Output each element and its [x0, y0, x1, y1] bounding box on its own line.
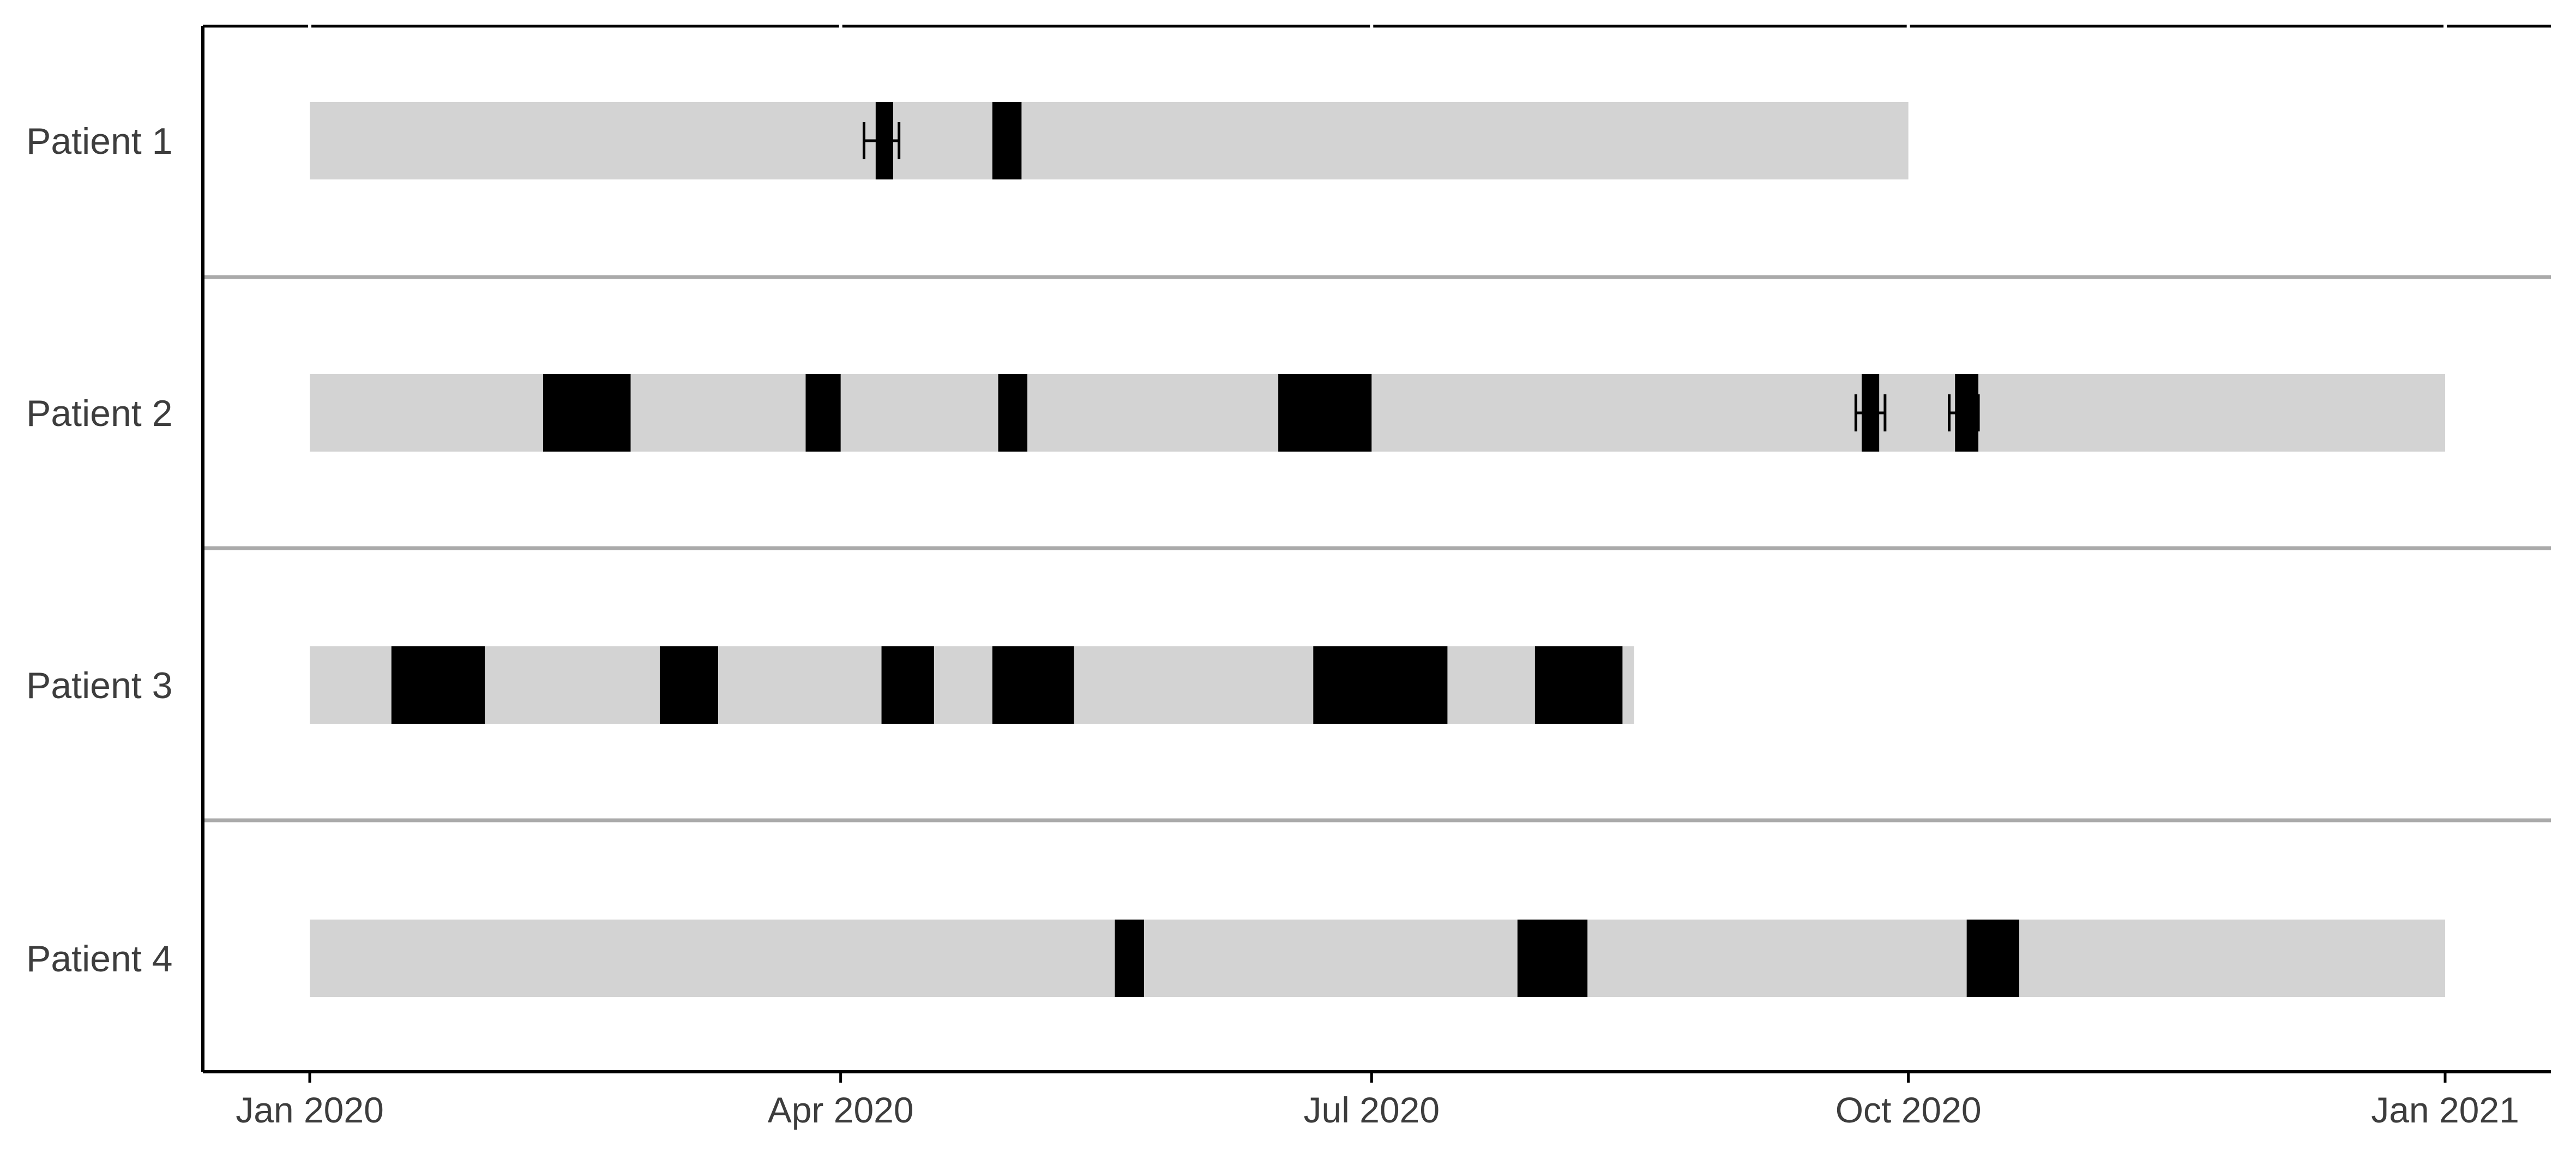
- plot-panel: [203, 275, 2551, 822]
- patient-rows: Patient 1 Patient 2 Patient 3 Patient 4: [26, 102, 2445, 997]
- axes: [201, 25, 2551, 1073]
- patient-label: Patient 3: [26, 665, 172, 706]
- x-tick-label: Oct 2020: [1835, 1090, 1982, 1130]
- event-block: [391, 646, 485, 724]
- event-block: [998, 374, 1028, 452]
- event-block: [881, 646, 934, 724]
- x-tick-label: Jan 2020: [236, 1090, 384, 1130]
- x-tick-label: Jan 2021: [2371, 1090, 2519, 1130]
- event-error-bar: [862, 122, 901, 159]
- event-error-bar: [1854, 394, 1887, 431]
- event-error-bar: [1948, 394, 1980, 431]
- patient-label: Patient 4: [26, 938, 172, 980]
- x-tick-label: Apr 2020: [768, 1090, 914, 1130]
- event-block: [659, 646, 718, 724]
- event-block: [992, 646, 1074, 724]
- event-block: [1966, 920, 2019, 997]
- event-block: [992, 102, 1022, 179]
- event-block: [1517, 920, 1588, 997]
- event-block: [1115, 920, 1145, 997]
- follow-up-bar: [310, 920, 2445, 997]
- patient-row: Patient 3: [26, 646, 1634, 724]
- patient-row: Patient 1: [26, 102, 1909, 179]
- x-axis-ticks: Jan 2020 Apr 2020 Jul 2020 Oct 2020 Jan 2021: [236, 25, 2519, 1130]
- patient-row: Patient 2: [26, 374, 2445, 452]
- event-block: [1278, 374, 1372, 452]
- patient-row: Patient 4: [26, 920, 2445, 997]
- event-block: [1534, 646, 1623, 724]
- event-block: [1313, 646, 1448, 724]
- patient-label: Patient 1: [26, 121, 172, 162]
- follow-up-bar: [310, 374, 2445, 452]
- follow-up-bar: [310, 102, 1909, 179]
- patient-label: Patient 2: [26, 393, 172, 434]
- event-block: [805, 374, 841, 452]
- event-block: [543, 374, 631, 452]
- x-tick-label: Jul 2020: [1304, 1090, 1440, 1130]
